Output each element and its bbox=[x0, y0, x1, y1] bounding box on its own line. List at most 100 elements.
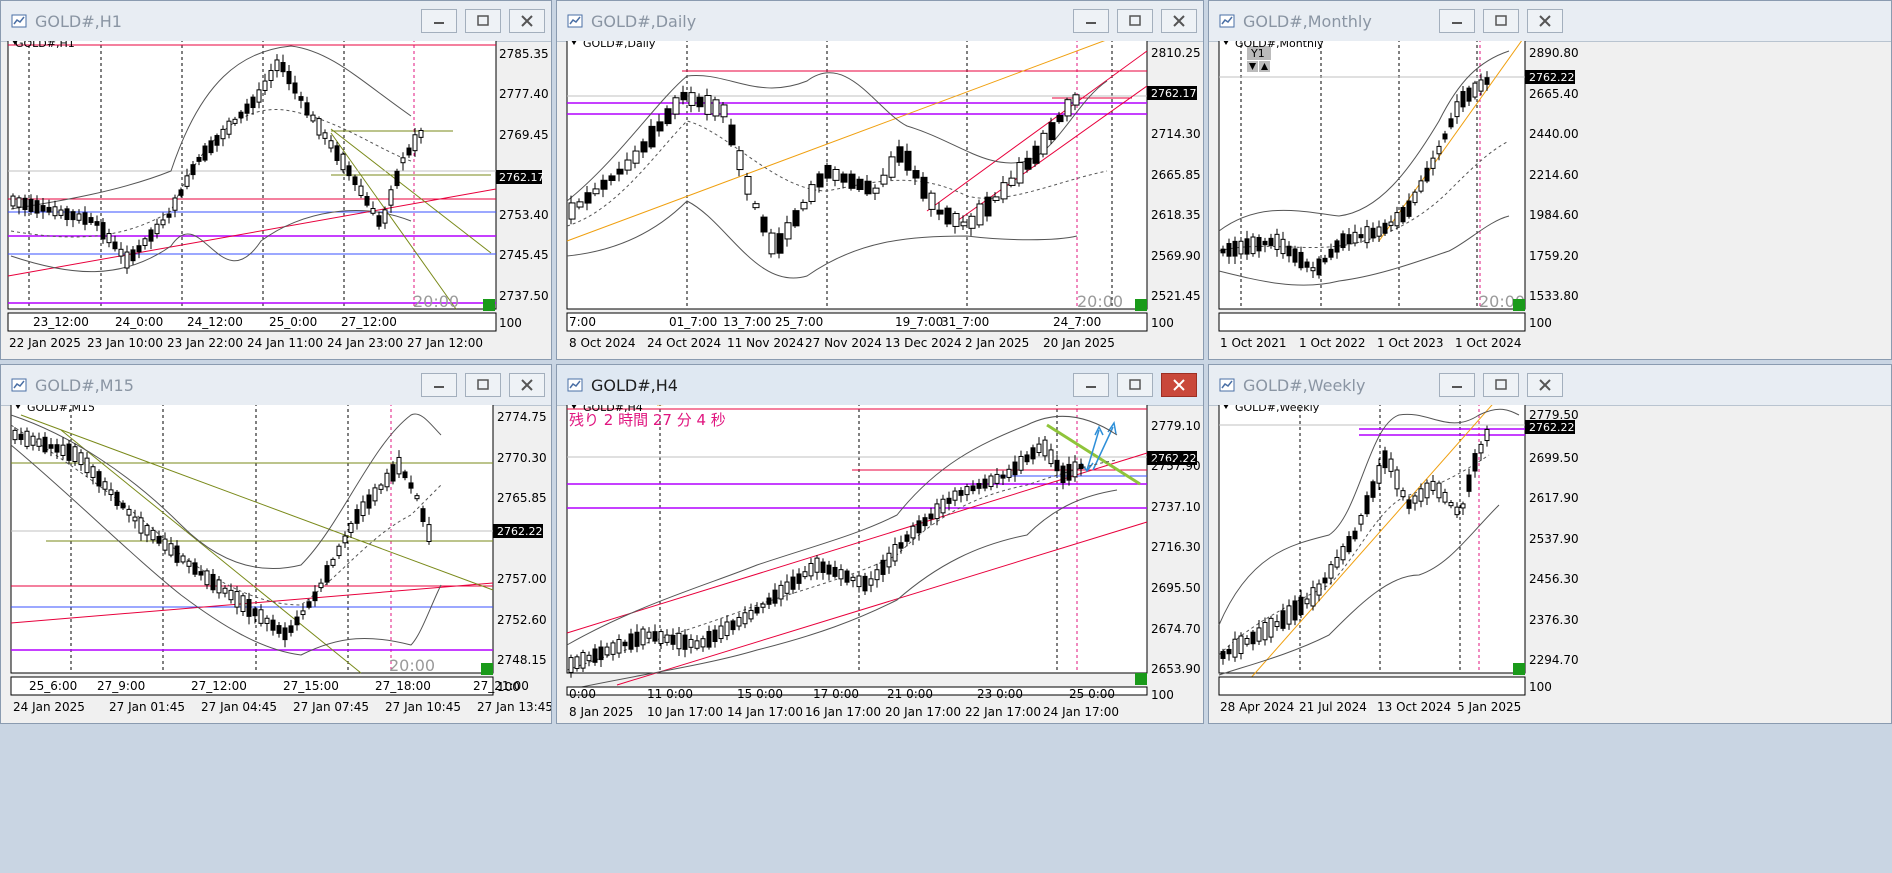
candle bbox=[586, 654, 592, 662]
minimize-button[interactable] bbox=[1073, 9, 1109, 33]
subwindow[interactable] bbox=[566, 686, 1148, 696]
candle bbox=[778, 584, 784, 600]
close-button[interactable] bbox=[1161, 9, 1197, 33]
chart-window-daily[interactable]: GOLD#,Daily bbox=[556, 0, 1204, 360]
candle bbox=[616, 168, 624, 175]
candle bbox=[1298, 596, 1304, 616]
time-tick: 27_21:00 bbox=[473, 679, 529, 693]
chart-area[interactable]: 2762.17 2810.25 2714.30 2665.85 2618.35 … bbox=[557, 41, 1203, 359]
subwindow-scale: 100 bbox=[1529, 316, 1552, 330]
chart-area[interactable]: 2762.22 2779.50 2699.50 2617.90 2537.90 … bbox=[1209, 405, 1891, 723]
collapse-arrow-icon[interactable] bbox=[15, 405, 21, 409]
candle bbox=[1238, 240, 1244, 255]
candle bbox=[1484, 77, 1490, 85]
candle bbox=[30, 435, 36, 446]
chart-area[interactable]: 残り 2 時間 27 分 4 秒 2762.22 2779.10 2757.90… bbox=[557, 405, 1203, 723]
subwindow[interactable] bbox=[1218, 676, 1526, 696]
chart-area[interactable]: Y1 2762.22 2890.80 2665.40 2440.00 2214.… bbox=[1209, 41, 1891, 359]
restore-button[interactable] bbox=[1483, 373, 1519, 397]
candle bbox=[22, 197, 28, 211]
candle bbox=[1232, 240, 1238, 257]
chart-window-monthly[interactable]: GOLD#,Monthly Y1 2762.22 bbox=[1208, 0, 1892, 360]
candle bbox=[1220, 651, 1226, 659]
close-button[interactable] bbox=[1527, 373, 1563, 397]
minimize-button[interactable] bbox=[1073, 373, 1109, 397]
window-titlebar[interactable]: GOLD#,Monthly bbox=[1209, 1, 1891, 42]
collapse-arrow-icon[interactable] bbox=[571, 405, 577, 409]
candle bbox=[1256, 627, 1262, 642]
minimize-button[interactable] bbox=[1439, 373, 1475, 397]
time-tick: 27 Jan 13:45 bbox=[477, 700, 551, 714]
candles bbox=[1220, 71, 1490, 279]
close-button[interactable] bbox=[1527, 9, 1563, 33]
candle bbox=[1310, 267, 1316, 272]
chart-window-weekly[interactable]: GOLD#,Weekly 2762.22 2779. bbox=[1208, 364, 1892, 724]
time-tick: 1 Oct 2023 bbox=[1377, 336, 1444, 350]
candle bbox=[244, 103, 250, 114]
collapse-arrow-icon[interactable] bbox=[571, 41, 577, 45]
candle bbox=[664, 634, 670, 643]
current-price-label: 2762.22 bbox=[1529, 71, 1575, 84]
chart-area[interactable]: 2762.17 2785.35 2777.40 2769.45 2753.40 … bbox=[1, 41, 551, 359]
candle bbox=[1036, 443, 1042, 454]
restore-button[interactable] bbox=[1117, 9, 1153, 33]
candle bbox=[1478, 79, 1484, 92]
candle bbox=[568, 202, 576, 220]
candle bbox=[1370, 227, 1376, 239]
candle bbox=[328, 140, 334, 149]
candle bbox=[346, 165, 352, 177]
time-tick: 23 Jan 10:00 bbox=[87, 336, 163, 350]
time-tick: 24_12:00 bbox=[187, 315, 243, 329]
candle bbox=[1472, 82, 1478, 98]
candle bbox=[1006, 468, 1012, 478]
plot-area[interactable] bbox=[10, 405, 494, 674]
candle bbox=[100, 222, 106, 240]
chart-window-m15[interactable]: GOLD#,M15 bbox=[0, 364, 552, 724]
subwindow[interactable] bbox=[10, 676, 494, 696]
subwindow[interactable] bbox=[7, 312, 497, 332]
collapse-arrow-icon[interactable] bbox=[1223, 405, 1229, 409]
current-price-label: 2762.17 bbox=[1151, 87, 1197, 100]
window-titlebar[interactable]: GOLD#,H4 bbox=[557, 365, 1203, 406]
restore-button[interactable] bbox=[465, 9, 501, 33]
restore-button[interactable] bbox=[1117, 373, 1153, 397]
candle bbox=[406, 147, 412, 156]
candle bbox=[952, 490, 958, 501]
minimize-icon bbox=[1452, 386, 1462, 388]
window-titlebar[interactable]: GOLD#,Daily bbox=[557, 1, 1203, 42]
window-titlebar[interactable]: GOLD#,Weekly bbox=[1209, 365, 1891, 406]
collapse-arrow-icon[interactable] bbox=[1223, 41, 1229, 45]
restore-button[interactable] bbox=[1483, 9, 1519, 33]
subwindow[interactable] bbox=[1218, 312, 1526, 332]
candle bbox=[118, 248, 124, 257]
close-button[interactable] bbox=[509, 373, 545, 397]
candle bbox=[868, 578, 874, 586]
close-button[interactable] bbox=[1161, 373, 1197, 397]
candle bbox=[130, 249, 136, 262]
candle bbox=[718, 625, 724, 640]
candle bbox=[400, 157, 406, 164]
minimize-button[interactable] bbox=[421, 373, 457, 397]
subwindow[interactable] bbox=[566, 312, 1148, 332]
candle bbox=[946, 497, 952, 504]
time-tick: 21 0:00 bbox=[887, 687, 933, 701]
indicator-status-icon bbox=[1513, 663, 1525, 675]
time-tick: 27_9:00 bbox=[97, 679, 145, 693]
candle bbox=[1466, 474, 1472, 492]
candle bbox=[766, 597, 772, 605]
window-titlebar[interactable]: GOLD#,H1 bbox=[1, 1, 551, 42]
restore-button[interactable] bbox=[465, 373, 501, 397]
window-titlebar[interactable]: GOLD#,M15 bbox=[1, 365, 551, 406]
minimize-button[interactable] bbox=[1439, 9, 1475, 33]
chart-window-h1[interactable]: GOLD#,H1 bbox=[0, 0, 552, 360]
candle bbox=[1032, 145, 1040, 164]
collapse-arrow-icon[interactable] bbox=[12, 41, 18, 45]
chart-window-h4[interactable]: GOLD#,H4 bbox=[556, 364, 1204, 724]
close-button[interactable] bbox=[509, 9, 545, 33]
time-tick: 1 Oct 2021 bbox=[1220, 336, 1287, 350]
plot-area[interactable] bbox=[566, 41, 1148, 310]
minimize-button[interactable] bbox=[421, 9, 457, 33]
candle bbox=[656, 121, 664, 132]
plot-area[interactable] bbox=[1218, 41, 1526, 310]
chart-area[interactable]: 2762.22 2774.75 2770.30 2765.85 2757.00 … bbox=[1, 405, 551, 723]
